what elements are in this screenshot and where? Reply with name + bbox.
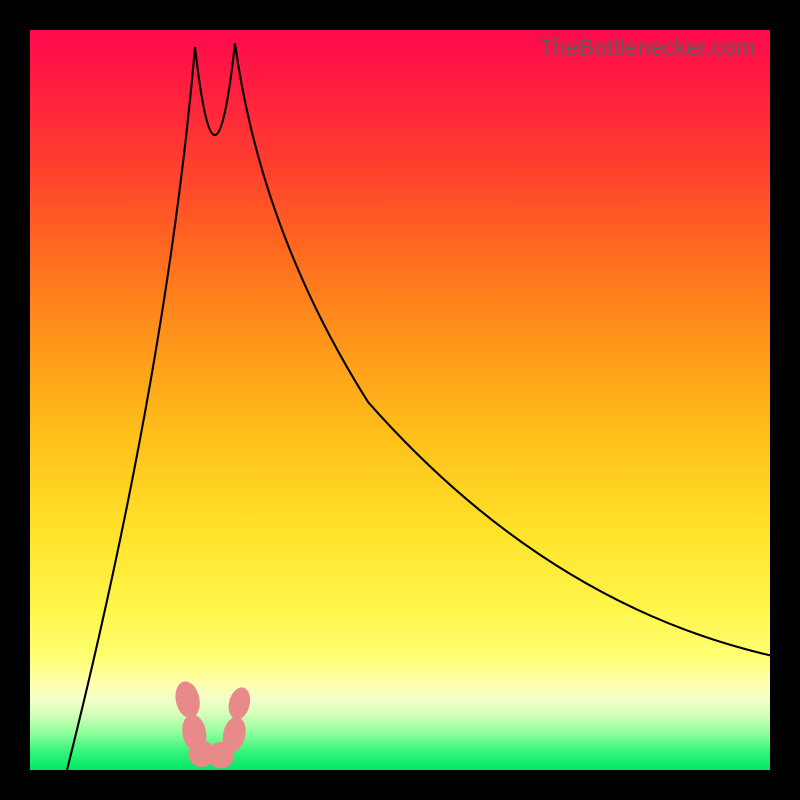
marker-blob [172, 679, 203, 720]
watermark-text: TheBottlenecker.com [539, 34, 755, 61]
marker-blob [225, 685, 253, 722]
chart-frame: TheBottlenecker.com [0, 0, 800, 800]
plot-area [30, 30, 770, 770]
bottleneck-curve [67, 43, 770, 770]
marker-blob-group [172, 679, 253, 768]
curve-layer [30, 30, 770, 770]
